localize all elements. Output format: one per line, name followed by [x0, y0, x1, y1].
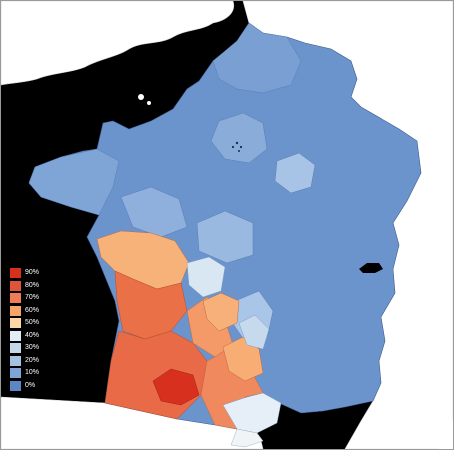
legend-swatch: [10, 343, 21, 354]
dept-zone-brittany: [28, 148, 120, 216]
legend-item: 10%: [10, 367, 46, 380]
dept-zone-aveyron: [222, 336, 264, 382]
dept-zone-centre-east: [274, 152, 316, 194]
legend-swatch: [10, 305, 21, 316]
dept-zone-charente: [114, 270, 188, 340]
england-landmass: [1, 1, 235, 86]
legend-item: 60%: [10, 305, 46, 318]
legend-label: 20%: [25, 356, 40, 364]
legend-swatch: [10, 268, 21, 279]
legend-swatch: [10, 355, 21, 366]
paris-city-marker: [231, 141, 243, 152]
dept-zone-paris: [210, 112, 268, 164]
legend-label: 10%: [25, 369, 40, 377]
legend-label: 40%: [25, 331, 40, 339]
dept-zone-north: [212, 22, 302, 94]
legend-item: 0%: [10, 380, 46, 393]
legend-label: 80%: [25, 281, 40, 289]
legend-swatch: [10, 280, 21, 291]
dept-zone-transition-mid: [238, 314, 270, 350]
legend-item: 90%: [10, 267, 46, 280]
channel-island: [138, 94, 144, 100]
dept-zone-loire: [120, 186, 188, 238]
legend-label: 60%: [25, 306, 40, 314]
corsica-landmass: [437, 413, 453, 449]
legend-label: 30%: [25, 344, 40, 352]
legend-swatch: [10, 293, 21, 304]
legend-item: 50%: [10, 317, 46, 330]
legend-item: 30%: [10, 342, 46, 355]
legend-item: 80%: [10, 280, 46, 293]
dept-zone-central: [196, 210, 254, 264]
legend-label: 90%: [25, 269, 40, 277]
dept-zone-toulouse: [152, 368, 200, 406]
legend-swatch: [10, 330, 21, 341]
legend-swatch: [10, 318, 21, 329]
author-credit: © Mathieu Avanzi: [386, 434, 441, 441]
legend-item: 40%: [10, 330, 46, 343]
dept-zone-perigord: [202, 292, 240, 332]
map-legend: 90% 80% 70% 60% 50% 40% 30% 20%: [10, 267, 46, 392]
lake-geneva: [359, 263, 383, 273]
legend-label: 70%: [25, 294, 40, 302]
legend-swatch: [10, 368, 21, 379]
dept-zone-roussillon: [230, 428, 264, 448]
legend-item: 20%: [10, 355, 46, 368]
legend-item: 70%: [10, 292, 46, 305]
dept-zone-transition-north: [186, 256, 226, 298]
legend-swatch: [10, 380, 21, 391]
channel-island: [147, 101, 151, 105]
legend-label: 50%: [25, 319, 40, 327]
legend-label: 0%: [25, 381, 36, 389]
